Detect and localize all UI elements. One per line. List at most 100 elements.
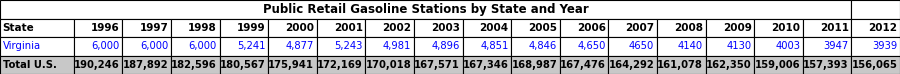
Bar (657, 37, 706, 56)
Bar (657, 18, 706, 37)
Text: 4,851: 4,851 (480, 41, 508, 51)
Bar (122, 18, 171, 37)
Text: 4,877: 4,877 (285, 41, 314, 51)
Bar (0, 56, 74, 74)
Text: 2002: 2002 (382, 23, 411, 33)
Bar (608, 37, 657, 56)
Text: 1996: 1996 (91, 23, 120, 33)
Bar (754, 37, 803, 56)
Bar (463, 37, 511, 56)
Text: 175,941: 175,941 (268, 60, 314, 70)
Text: 172,169: 172,169 (317, 60, 363, 70)
Text: 2007: 2007 (626, 23, 654, 33)
Bar (0, 0, 851, 18)
Bar (754, 18, 803, 37)
Bar (851, 56, 900, 74)
Bar (268, 56, 317, 74)
Text: 157,393: 157,393 (803, 60, 849, 70)
Bar (657, 56, 706, 74)
Bar (220, 37, 268, 56)
Bar (560, 18, 608, 37)
Text: 5,241: 5,241 (237, 41, 266, 51)
Bar (511, 18, 560, 37)
Text: 2005: 2005 (528, 23, 557, 33)
Text: 3939: 3939 (872, 41, 897, 51)
Bar (74, 18, 122, 37)
Text: 187,892: 187,892 (122, 60, 168, 70)
Text: 170,018: 170,018 (365, 60, 411, 70)
Text: 168,987: 168,987 (511, 60, 557, 70)
Text: 4,650: 4,650 (577, 41, 606, 51)
Text: 167,571: 167,571 (414, 60, 460, 70)
Bar (706, 56, 754, 74)
Text: 4140: 4140 (678, 41, 703, 51)
Text: 2008: 2008 (674, 23, 703, 33)
Text: 6,000: 6,000 (92, 41, 120, 51)
Bar (608, 18, 657, 37)
Text: 4650: 4650 (629, 41, 654, 51)
Bar (171, 18, 220, 37)
Text: State: State (3, 23, 34, 33)
Bar (851, 0, 900, 18)
Text: 2000: 2000 (285, 23, 314, 33)
Bar (851, 18, 900, 37)
Text: Public Retail Gasoline Stations by State and Year: Public Retail Gasoline Stations by State… (263, 3, 589, 16)
Bar (463, 18, 511, 37)
Bar (268, 37, 317, 56)
Bar (122, 56, 171, 74)
Text: Total U.S.: Total U.S. (3, 60, 57, 70)
Bar (365, 37, 414, 56)
Bar (365, 56, 414, 74)
Bar (803, 37, 851, 56)
Text: 6,000: 6,000 (140, 41, 168, 51)
Bar (803, 56, 851, 74)
Text: 161,078: 161,078 (657, 60, 703, 70)
Bar (365, 18, 414, 37)
Bar (414, 56, 463, 74)
Bar (220, 18, 268, 37)
Text: 4,846: 4,846 (529, 41, 557, 51)
Text: 3947: 3947 (824, 41, 849, 51)
Text: 4003: 4003 (775, 41, 800, 51)
Bar (268, 18, 317, 37)
Bar (754, 56, 803, 74)
Text: 1997: 1997 (140, 23, 168, 33)
Text: 190,246: 190,246 (74, 60, 120, 70)
Bar (511, 37, 560, 56)
Text: 2009: 2009 (723, 23, 752, 33)
Bar (511, 56, 560, 74)
Bar (560, 56, 608, 74)
Text: 1998: 1998 (188, 23, 217, 33)
Text: 1999: 1999 (237, 23, 266, 33)
Text: 2012: 2012 (868, 23, 897, 33)
Text: 5,243: 5,243 (334, 41, 363, 51)
Bar (171, 37, 220, 56)
Bar (122, 37, 171, 56)
Text: 4,981: 4,981 (382, 41, 411, 51)
Bar (706, 37, 754, 56)
Text: 180,567: 180,567 (220, 60, 266, 70)
Bar (74, 56, 122, 74)
Text: 4130: 4130 (726, 41, 752, 51)
Bar (706, 18, 754, 37)
Bar (0, 37, 74, 56)
Bar (414, 18, 463, 37)
Bar (851, 37, 900, 56)
Bar (803, 18, 851, 37)
Text: 2004: 2004 (480, 23, 508, 33)
Bar (220, 56, 268, 74)
Text: 2011: 2011 (820, 23, 849, 33)
Text: 2003: 2003 (431, 23, 460, 33)
Text: 167,346: 167,346 (463, 60, 508, 70)
Bar (414, 37, 463, 56)
Text: 167,476: 167,476 (560, 60, 606, 70)
Text: Virginia: Virginia (3, 41, 40, 51)
Text: 159,006: 159,006 (754, 60, 800, 70)
Bar (608, 56, 657, 74)
Bar (171, 56, 220, 74)
Bar (463, 56, 511, 74)
Bar (74, 37, 122, 56)
Text: 2010: 2010 (771, 23, 800, 33)
Bar (317, 18, 365, 37)
Bar (560, 37, 608, 56)
